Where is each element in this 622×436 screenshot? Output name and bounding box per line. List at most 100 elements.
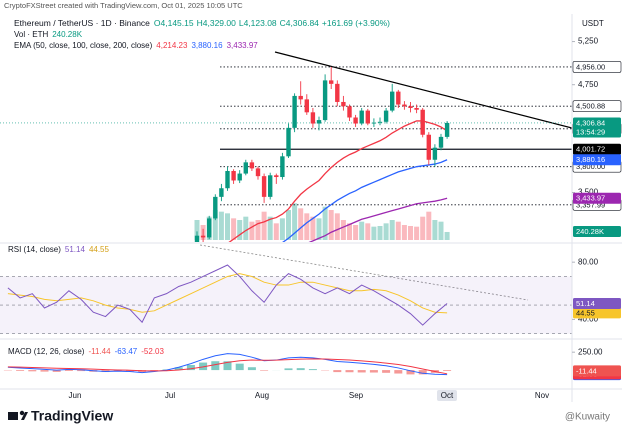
volume-bar [347, 223, 352, 240]
candle-body [408, 106, 413, 108]
volume-bar [261, 211, 267, 240]
volume-bar [340, 220, 346, 240]
histogram-bar [406, 370, 415, 375]
ohlc: O4,145.15 [154, 18, 194, 28]
volume-bar [444, 231, 450, 240]
histogram-bar [296, 368, 305, 371]
hist-value: -11.44 [88, 347, 111, 356]
ema-legend: EMA (50, close, 100, close, 200, close) 4… [14, 41, 258, 50]
rsi-ma-value: 44.55 [89, 245, 110, 254]
histogram-bar [64, 370, 73, 371]
price-tag-label: 3,433.97 [576, 194, 605, 203]
y-tick-label: 80.00 [578, 257, 599, 266]
volume-bar [310, 216, 316, 240]
histogram-bar [211, 361, 220, 371]
candle-body [353, 117, 358, 124]
histogram-bar [223, 361, 232, 371]
ema-value: 3,880.16 [191, 41, 223, 50]
histogram-bar [369, 370, 378, 373]
macd-pane [3, 353, 452, 376]
histogram-bar [357, 370, 366, 373]
candle-body [365, 110, 370, 124]
candle-body [335, 83, 340, 102]
volume-bar [371, 226, 377, 240]
candle-body [371, 122, 377, 124]
histogram-bar [308, 369, 317, 371]
price-tag [572, 61, 622, 73]
candle-body [237, 173, 242, 181]
volume-bar [286, 210, 291, 240]
volume-title: Vol · ETH [14, 30, 48, 39]
price-tag-label: 51.14 [576, 299, 595, 308]
x-tick-label: Sep [349, 391, 364, 400]
ema-value: 3,433.97 [227, 41, 259, 50]
candle-body [249, 162, 255, 169]
candle-body [310, 112, 316, 124]
volume-bar [438, 221, 444, 240]
histogram-bar [394, 370, 403, 374]
volume-bar [353, 225, 359, 240]
candle-body [347, 106, 352, 118]
volume-bar [218, 211, 224, 240]
macd-value: -63.47 [115, 347, 138, 356]
volume-bar [212, 210, 218, 240]
candle-body [420, 109, 425, 135]
volume-bar [432, 220, 438, 240]
histogram-bar [260, 370, 269, 371]
ohlc: C4,306.84 [280, 18, 319, 28]
histogram-bar [125, 370, 134, 372]
histogram-bar [382, 370, 391, 373]
volume-bar [328, 210, 334, 240]
volume-value: 240.28K [52, 30, 82, 39]
candle-body [414, 108, 419, 110]
price-tag [573, 143, 621, 155]
x-label-highlight [437, 390, 457, 401]
candle-body [219, 188, 224, 197]
candle-body [377, 121, 383, 123]
volume-bar [292, 203, 298, 240]
volume-bar [365, 223, 371, 240]
candle-body [200, 235, 206, 238]
volume-bar [194, 220, 200, 240]
price-tag [573, 192, 621, 204]
volume-bar [225, 213, 230, 240]
rsi-line [7, 273, 448, 314]
candle-body [280, 156, 285, 178]
histogram-bar [247, 367, 256, 371]
volume-bar [231, 218, 237, 240]
y-tick-label: 3,500 [578, 188, 599, 197]
candle-body [329, 80, 334, 84]
trend-line [274, 51, 572, 129]
histogram-bar [235, 363, 244, 371]
currency: USDT [582, 19, 604, 28]
price-tag [573, 365, 621, 377]
price-tag [573, 154, 621, 166]
histogram-bar [284, 368, 293, 371]
volume-bar [243, 216, 249, 240]
volume-bar [401, 225, 407, 240]
candle-body [383, 110, 389, 122]
histogram-bar [333, 370, 342, 373]
volume-bar [408, 226, 413, 240]
candle-body [322, 80, 328, 121]
candle-body [444, 122, 450, 137]
volume-bar [316, 218, 322, 240]
volume-tag [573, 226, 621, 237]
volume-legend: Vol · ETH 240.28K [14, 30, 83, 39]
candle-body [304, 99, 309, 113]
candle-body [341, 101, 346, 107]
candle-body [390, 91, 395, 111]
ema-line [282, 159, 448, 242]
rsi-pane [0, 244, 572, 335]
rsi-line [7, 264, 448, 326]
candle-body [213, 196, 218, 219]
brand-logo [8, 410, 28, 420]
ema-line [228, 120, 448, 242]
x-tick-label: Aug [255, 391, 269, 400]
candle-body [261, 176, 267, 197]
histogram-bar [418, 370, 427, 375]
candle-body [438, 136, 444, 148]
x-tick-label: Jul [165, 391, 175, 400]
x-tick-label: Nov [535, 391, 549, 400]
